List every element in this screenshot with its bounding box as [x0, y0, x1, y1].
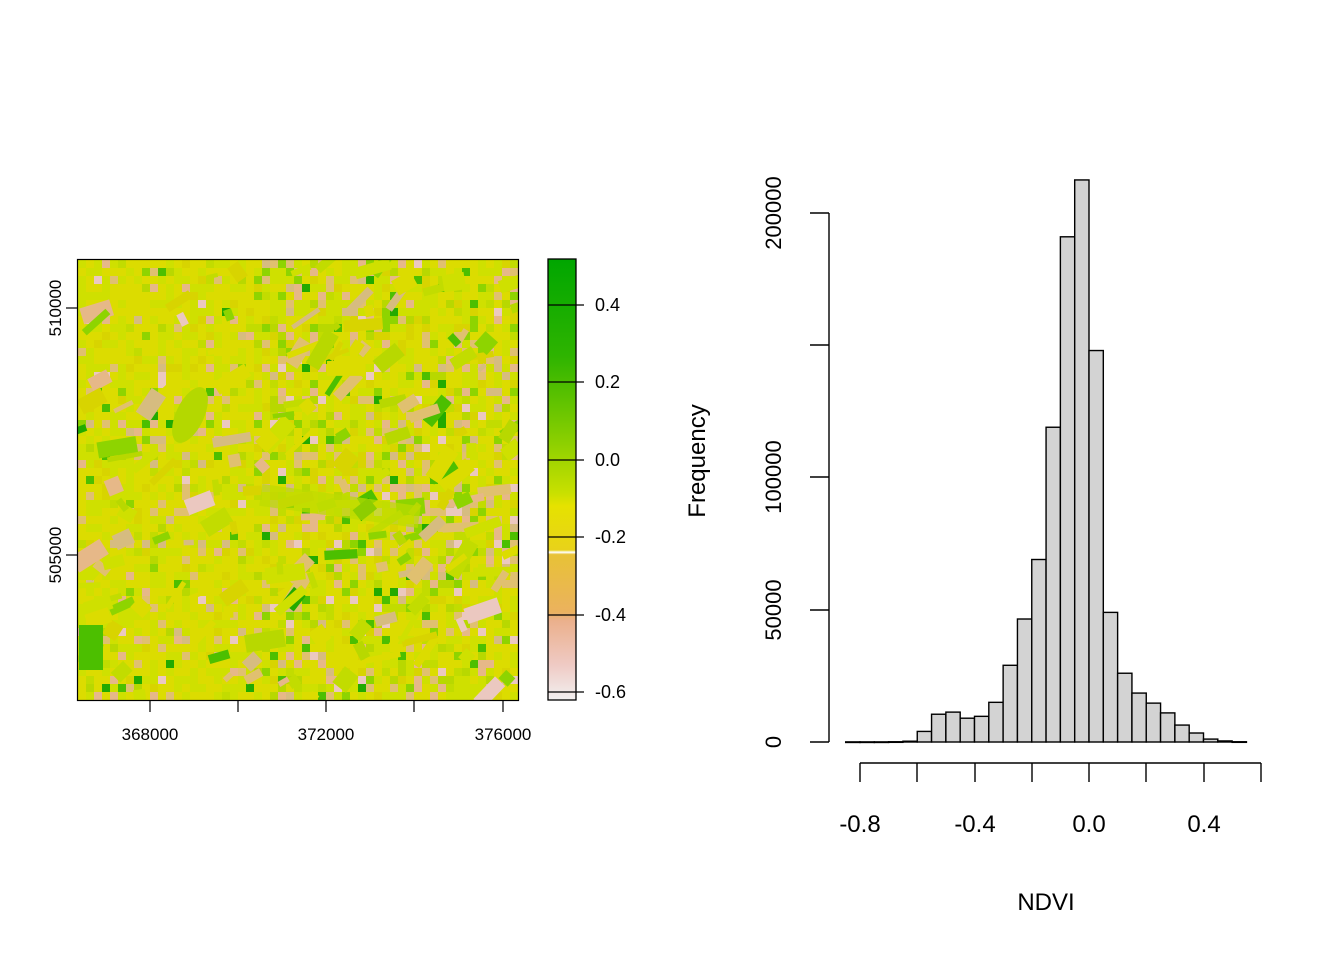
histogram-bar [1159, 712, 1176, 743]
raster-y-label-505000: 505000 [46, 527, 65, 584]
hist-x-label-0.4: 0.4 [1187, 811, 1220, 838]
colorbar-label-neg0.6: -0.6 [595, 682, 626, 702]
raster-x-label-372000: 372000 [298, 725, 355, 744]
histogram-bar [844, 741, 861, 744]
colorbar-frame [547, 258, 577, 701]
histogram-bar [1088, 349, 1105, 743]
histogram-bar [988, 701, 1004, 743]
ndvi-raster-panel: 368000 372000 376000 510000 505000 [46, 258, 532, 744]
raster-x-label-376000: 376000 [475, 725, 532, 744]
colorbar-label-0.0: 0.0 [595, 450, 620, 470]
raster-frame [76, 258, 520, 702]
colorbar-label-0.4: 0.4 [595, 295, 620, 315]
histogram-bar [859, 741, 876, 744]
histogram-bar [887, 741, 904, 744]
histogram-bar [1202, 738, 1219, 743]
hist-x-label-0.0: 0.0 [1072, 811, 1105, 838]
raster-x-label-368000: 368000 [122, 725, 179, 744]
histogram-bar [1188, 732, 1205, 743]
colorbar-gradient [548, 259, 576, 700]
histogram-bars [844, 179, 1248, 744]
hist-y-label-0: 0 [761, 736, 786, 748]
histogram-bar [1073, 179, 1090, 743]
hist-x-label-neg0.8: -0.8 [839, 811, 880, 838]
hist-y-label-200000: 200000 [761, 176, 786, 249]
histogram-bar [1145, 702, 1162, 743]
histogram-bar [1116, 672, 1133, 743]
histogram-bar [902, 740, 918, 743]
histogram-bar [1031, 558, 1047, 743]
histogram-bar [1016, 618, 1033, 743]
histogram-x-axis [859, 762, 1262, 782]
histogram-bar [1217, 740, 1233, 743]
histogram-bar [1231, 741, 1248, 744]
histogram-bar [1102, 611, 1119, 743]
histogram-bar [1131, 692, 1147, 743]
histogram-bar [1045, 426, 1062, 743]
hist-x-axis-title: NDVI [1017, 889, 1074, 916]
histogram-bar [930, 713, 947, 743]
ndvi-histogram-panel: 0 50000 100000 200000 Frequency -0.8 -0.… [684, 176, 1262, 916]
hist-y-label-100000: 100000 [761, 440, 786, 513]
histogram-bar [873, 741, 890, 744]
hist-x-label-neg0.4: -0.4 [954, 811, 995, 838]
histogram-bar [973, 715, 990, 743]
histogram-bar [1059, 236, 1076, 743]
colorbar-label-neg0.4: -0.4 [595, 605, 626, 625]
hist-y-label-50000: 50000 [761, 579, 786, 640]
raster-x-axis [149, 700, 504, 712]
histogram-bar [1174, 724, 1190, 743]
hist-y-axis-title: Frequency [684, 404, 711, 517]
raster-y-axis [66, 307, 77, 556]
histogram-bar [1002, 664, 1019, 743]
raster-image [78, 260, 518, 700]
colorbar-legend: 0.4 0.2 0.0 -0.2 -0.4 -0.6 [547, 258, 626, 702]
raster-y-label-510000: 510000 [46, 280, 65, 337]
histogram-y-axis [810, 212, 830, 743]
histogram-bar [945, 711, 961, 743]
colorbar-label-neg0.2: -0.2 [595, 527, 626, 547]
histogram-bar [916, 730, 933, 743]
colorbar-label-0.2: 0.2 [595, 372, 620, 392]
histogram-bar [959, 717, 976, 743]
